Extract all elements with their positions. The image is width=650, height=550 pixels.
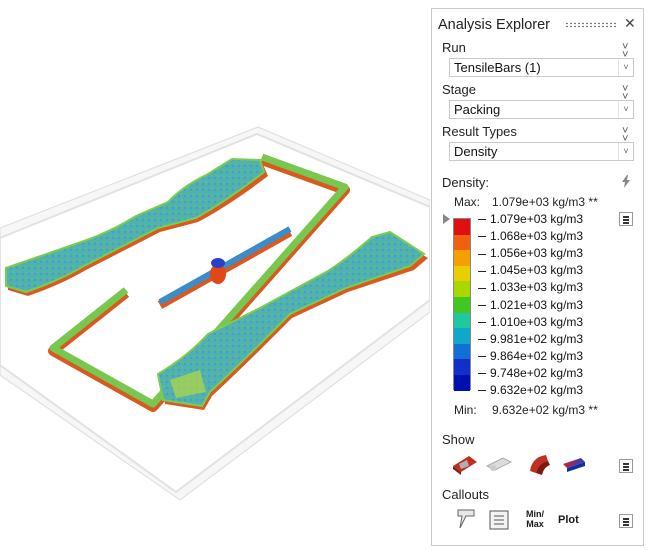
runner-frame <box>48 153 350 412</box>
dropdown-arrow-icon[interactable]: ˅ <box>618 101 633 118</box>
legend-value-label: 9.748e+02 kg/m3 <box>478 366 583 380</box>
expand-collapse-icon[interactable]: ˅ ˅ <box>622 41 629 61</box>
tensile-bar-lower <box>156 230 428 410</box>
legend-color-swatch <box>454 359 470 375</box>
drag-grip-icon[interactable] <box>565 22 617 28</box>
show-menu-icon[interactable] <box>619 459 633 473</box>
legend-value-label: 9.981e+02 kg/m3 <box>478 332 583 346</box>
probe-callout-icon[interactable] <box>456 508 476 532</box>
legend-color-swatch <box>454 312 470 329</box>
callouts-label: Callouts <box>442 487 489 502</box>
legend-value-label: 1.010e+03 kg/m3 <box>478 315 583 329</box>
min-max-callout-button[interactable]: Min/ Max <box>526 509 544 529</box>
stage-label: Stage <box>442 82 476 97</box>
legend-value-label: 9.632e+02 kg/m3 <box>478 383 583 397</box>
legend-color-swatch <box>454 281 470 297</box>
show-label: Show <box>442 432 475 447</box>
run-select-value: TensileBars (1) <box>454 60 541 75</box>
legend-color-swatch <box>454 374 470 391</box>
run-select[interactable]: TensileBars (1) ˅ <box>449 58 634 77</box>
note-callout-icon[interactable] <box>488 509 510 531</box>
show-section-icon[interactable] <box>526 451 552 477</box>
legend-value-label: 1.021e+03 kg/m3 <box>478 298 583 312</box>
min-label: Min: <box>454 403 477 417</box>
expand-collapse-icon[interactable]: ˅ ˅ <box>622 125 629 145</box>
legend-title: Density: <box>442 175 489 190</box>
run-label: Run <box>442 40 466 55</box>
result-type-select[interactable]: Density ˅ <box>449 142 634 161</box>
show-legend-bar-icon[interactable] <box>561 456 587 474</box>
legend-color-bar <box>453 218 471 391</box>
legend-color-swatch <box>454 328 470 344</box>
expand-collapse-icon[interactable]: ˅ ˅ <box>622 83 629 103</box>
stage-select[interactable]: Packing ˅ <box>449 100 634 119</box>
sprue-gate <box>210 258 226 284</box>
legend-value-label: 1.033e+03 kg/m3 <box>478 280 583 294</box>
model-viewport[interactable] <box>0 0 430 550</box>
show-part-icon[interactable] <box>451 452 479 476</box>
close-icon[interactable]: ✕ <box>624 15 636 31</box>
legend-menu-icon[interactable] <box>619 212 633 226</box>
plot-callout-button[interactable]: Plot <box>558 514 579 526</box>
callouts-menu-icon[interactable] <box>619 514 633 528</box>
legend-marker-icon[interactable] <box>443 214 450 224</box>
tensile-bar-upper <box>5 157 268 296</box>
legend-color-swatch <box>454 296 470 313</box>
dropdown-arrow-icon[interactable]: ˅ <box>618 143 633 160</box>
legend-color-swatch <box>454 219 470 235</box>
stage-select-value: Packing <box>454 102 501 117</box>
lightning-icon[interactable] <box>621 175 631 188</box>
max-label: Max: <box>454 195 481 209</box>
legend-color-swatch <box>454 234 470 251</box>
legend-value-label: 1.079e+03 kg/m3 <box>478 212 583 226</box>
min-value: 9.632e+02 kg/m3 ** <box>492 403 598 417</box>
result-types-label: Result Types <box>442 124 517 139</box>
legend-color-swatch <box>454 265 470 282</box>
legend-value-label: 1.045e+03 kg/m3 <box>478 263 583 277</box>
legend-color-swatch <box>454 343 470 360</box>
analysis-explorer-panel: Analysis Explorer ✕ Run ˅ ˅ TensileBars (… <box>431 8 644 546</box>
legend-value-label: 9.864e+02 kg/m3 <box>478 349 583 363</box>
show-mesh-icon[interactable] <box>483 452 513 476</box>
legend-value-label: 1.068e+03 kg/m3 <box>478 229 583 243</box>
legend-value-label: 1.056e+03 kg/m3 <box>478 246 583 260</box>
dropdown-arrow-icon[interactable]: ˅ <box>618 59 633 76</box>
result-type-select-value: Density <box>454 144 498 159</box>
max-value: 1.079e+03 kg/m3 ** <box>492 195 598 209</box>
legend-color-swatch <box>454 250 470 266</box>
panel-title: Analysis Explorer <box>438 17 551 33</box>
